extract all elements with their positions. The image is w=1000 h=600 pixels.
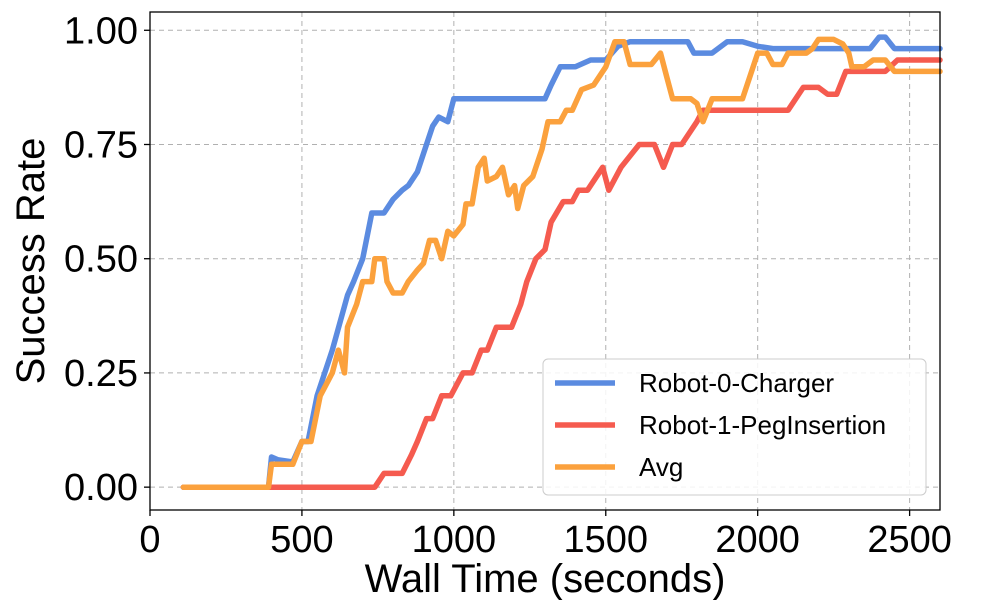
y-axis-ticks: 0.00 0.25 0.50 0.75 1.00 <box>64 10 150 509</box>
legend-label: Robot-0-Charger <box>639 368 834 398</box>
y-tick-label: 0.50 <box>64 239 138 281</box>
legend-label: Avg <box>639 452 683 482</box>
series-line-avg <box>180 36 943 490</box>
x-tick-label: 0 <box>139 519 160 561</box>
y-tick-label: 0.00 <box>64 467 138 509</box>
legend-label: Robot-1-PegInsertion <box>639 410 886 440</box>
legend: Robot-0-Charger Robot-1-PegInsertion Avg <box>542 358 927 496</box>
y-tick-label: 1.00 <box>64 10 138 52</box>
y-tick-label: 0.25 <box>64 353 138 395</box>
y-axis-title: Success Rate <box>9 138 53 385</box>
x-tick-label: 1500 <box>563 519 648 561</box>
legend-box <box>542 358 927 496</box>
x-axis-ticks: 0 500 1000 1500 2000 2500 <box>139 510 952 561</box>
series-line-robot-0-charger <box>180 34 943 490</box>
x-tick-label: 500 <box>270 519 333 561</box>
x-axis-title: Wall Time (seconds) <box>365 557 726 600</box>
x-tick-label: 2000 <box>715 519 800 561</box>
series-line-robot-1-peginsertion <box>180 57 943 490</box>
x-tick-label: 1000 <box>412 519 497 561</box>
y-tick-label: 0.75 <box>64 124 138 166</box>
series-lines <box>180 34 943 490</box>
plot-frame <box>149 11 941 511</box>
x-tick-label: 2500 <box>867 519 952 561</box>
